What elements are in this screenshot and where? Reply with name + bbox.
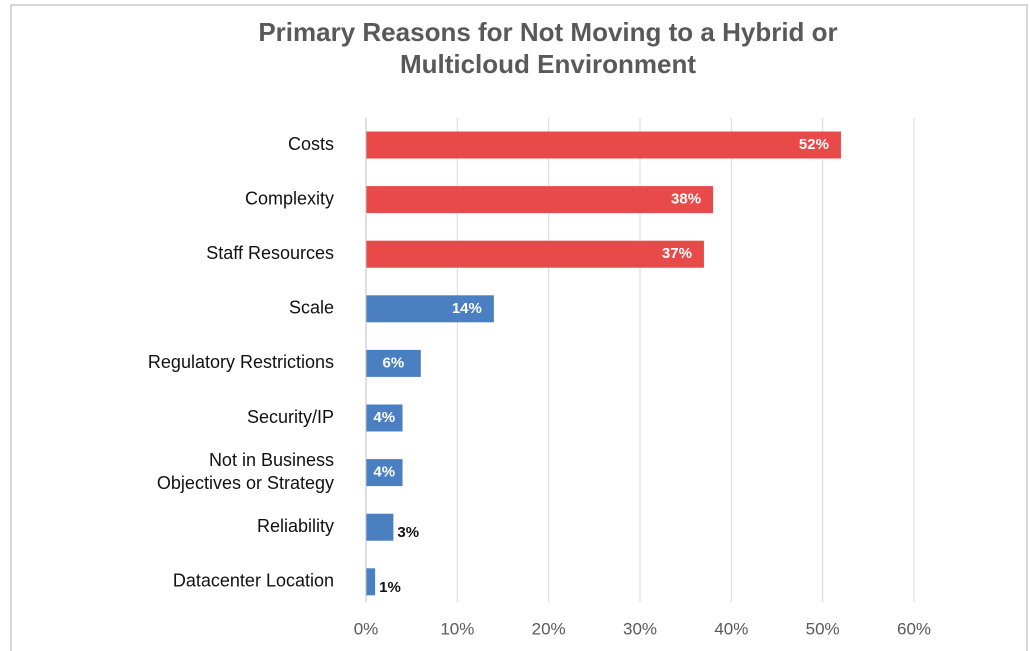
data-label: 14%: [452, 300, 482, 317]
bar: [366, 513, 394, 541]
bar: [366, 240, 704, 268]
x-tick-label: 10%: [440, 619, 474, 638]
data-label: 4%: [373, 409, 395, 426]
bar: [366, 459, 403, 487]
y-tick-label: Not in Business Objectives or Strategy: [157, 450, 334, 493]
x-tick-label: 30%: [623, 619, 657, 638]
bar: [366, 568, 376, 596]
data-label: 38%: [671, 191, 701, 208]
bar: [366, 404, 403, 432]
frame: [10, 4, 1028, 651]
data-label: 52%: [799, 136, 829, 153]
x-tick-label: 0%: [354, 619, 379, 638]
data-label: 3%: [397, 524, 419, 541]
y-tick-label: Regulatory Restrictions: [148, 352, 334, 372]
x-tick-label: 50%: [806, 619, 840, 638]
chart-title: Primary Reasons for Not Moving to a Hybr…: [258, 17, 837, 79]
bar: [366, 186, 714, 214]
x-tick-label: 40%: [714, 619, 748, 638]
data-label: 4%: [373, 464, 395, 481]
data-label: 6%: [383, 354, 405, 371]
y-tick-label: Costs: [288, 134, 334, 154]
y-tick-label: Reliability: [257, 516, 334, 536]
y-tick-label: Scale: [289, 298, 334, 318]
bar: [366, 349, 421, 377]
y-tick-label: Datacenter Location: [173, 571, 334, 591]
y-tick-label: Staff Resources: [206, 243, 334, 263]
x-tick-label: 20%: [532, 619, 566, 638]
x-tick-label: 60%: [897, 619, 931, 638]
y-tick-label: Complexity: [245, 188, 334, 208]
bar: [366, 295, 494, 323]
bar: [366, 131, 841, 159]
y-tick-label: Security/IP: [247, 407, 334, 427]
data-label: 37%: [662, 245, 692, 262]
data-label: 1%: [379, 579, 401, 596]
